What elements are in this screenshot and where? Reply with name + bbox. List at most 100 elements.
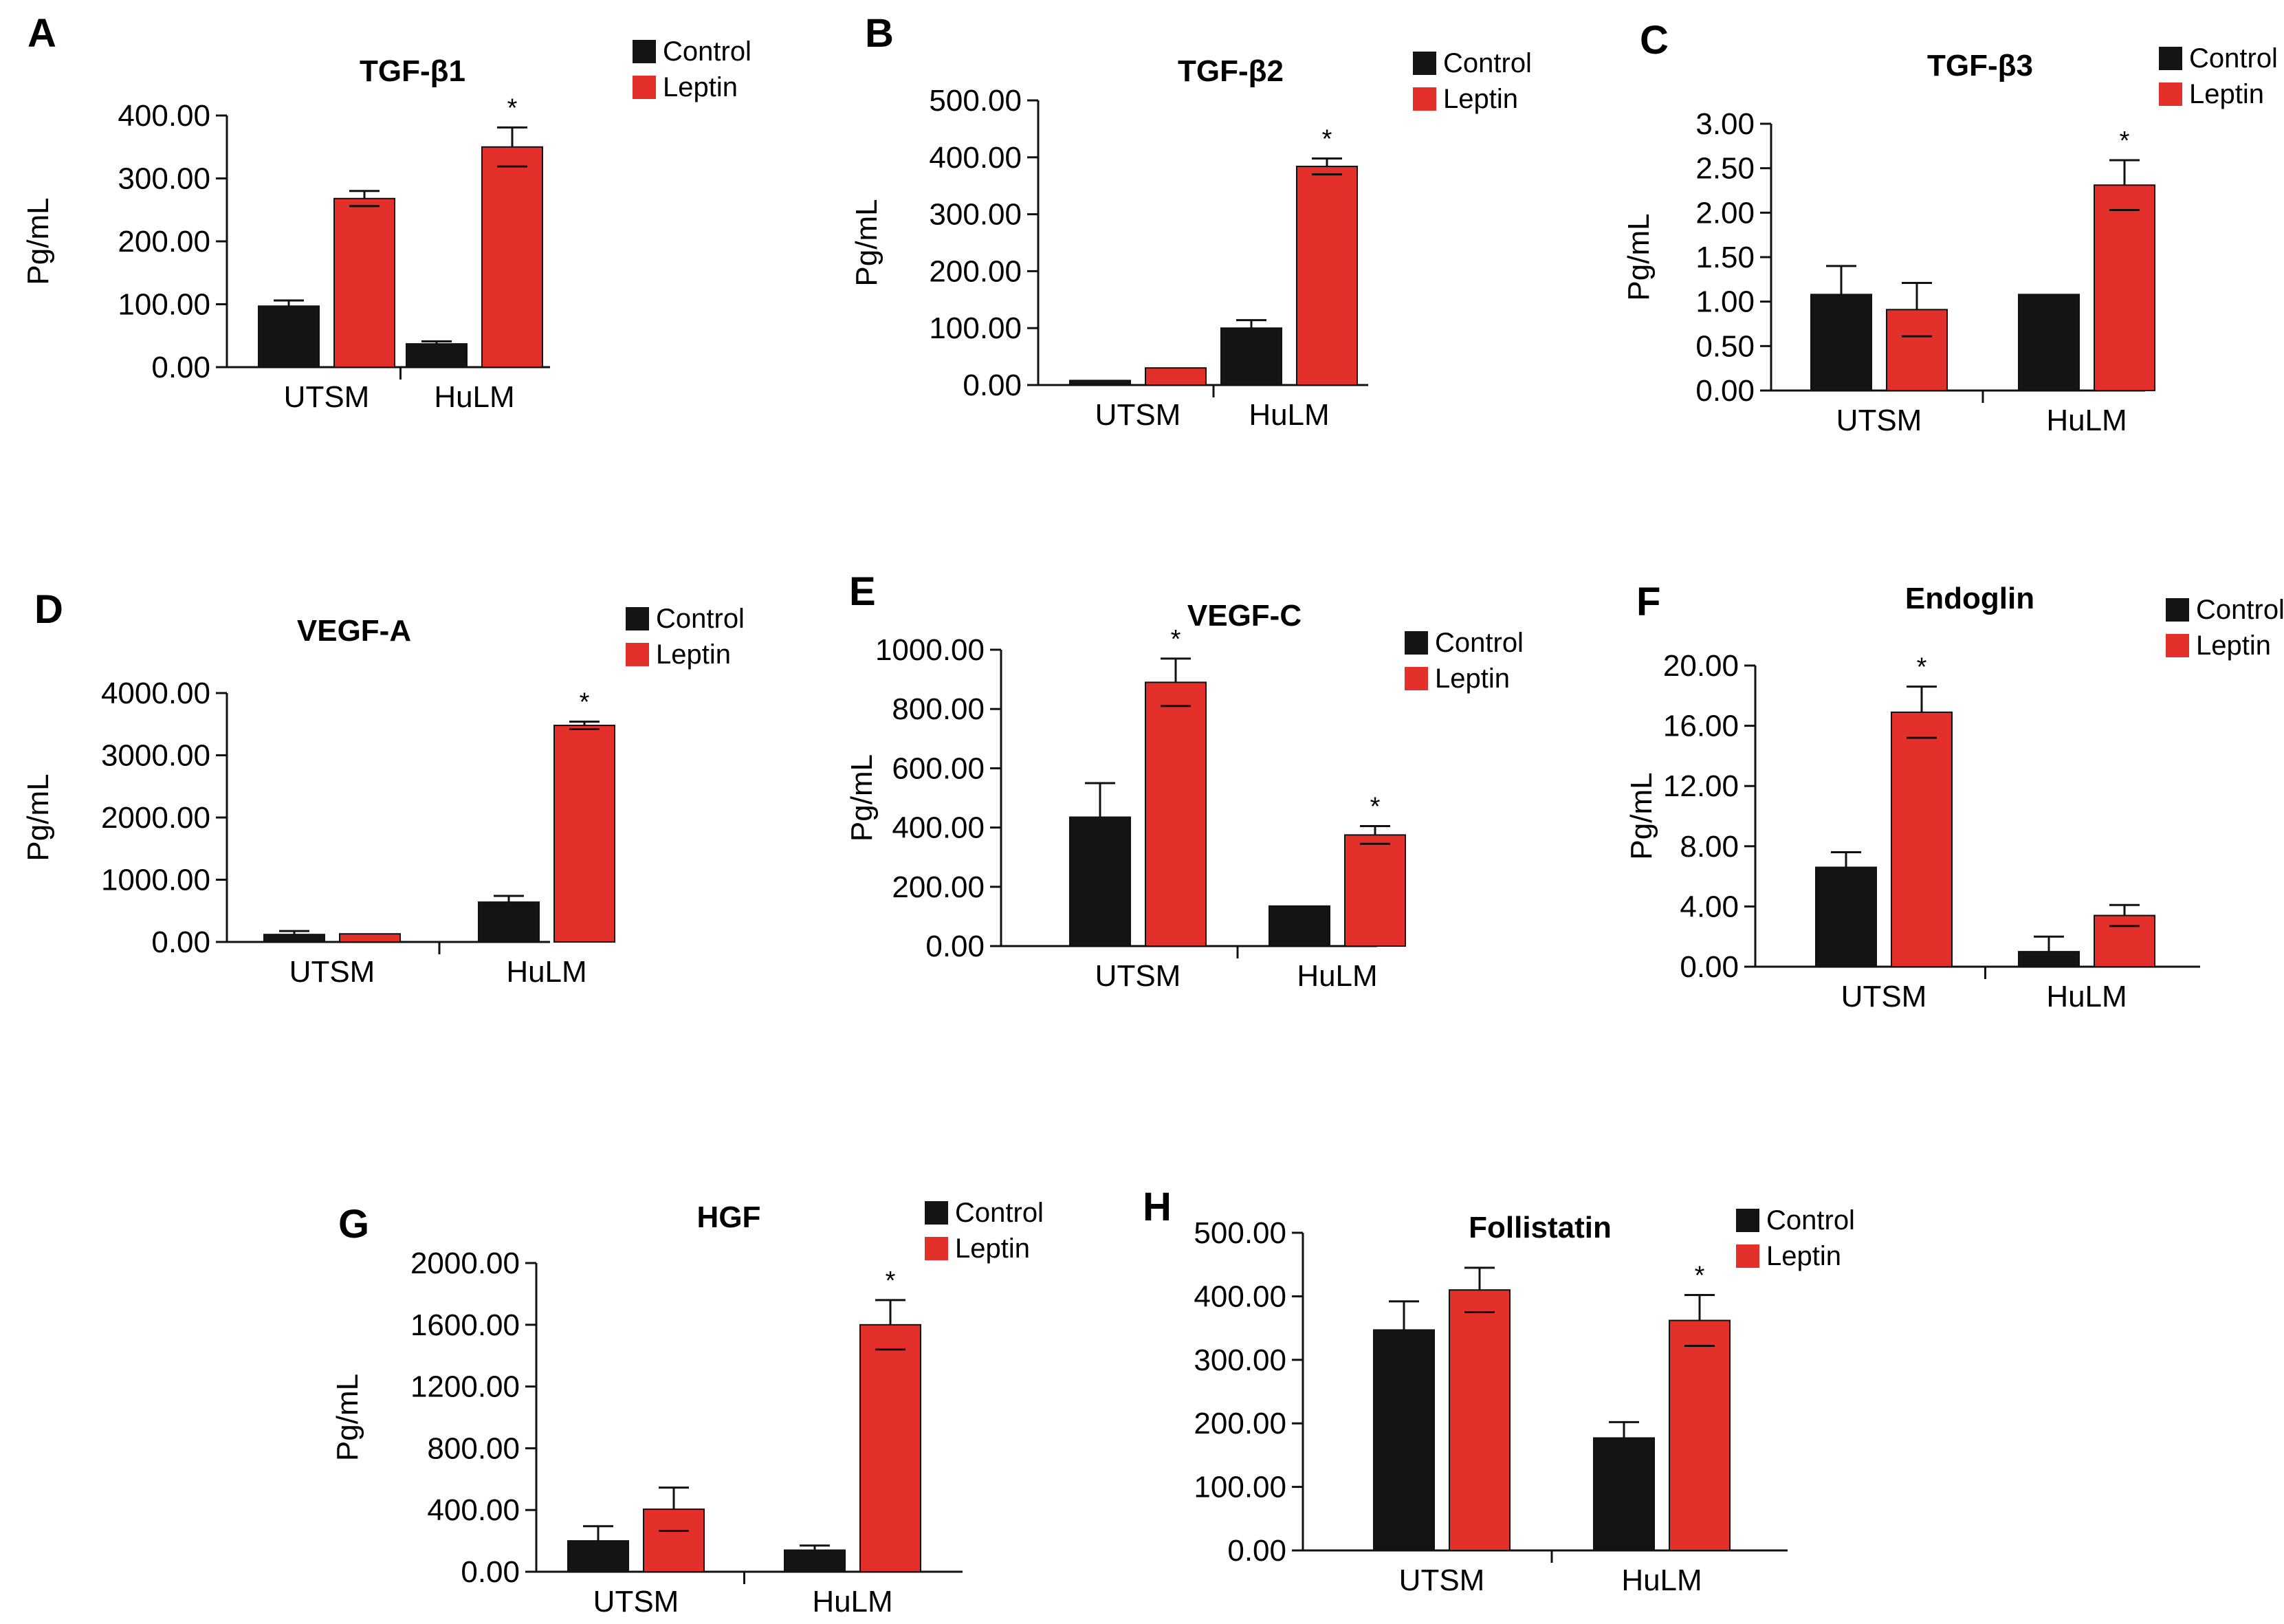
y-tick-label: 400.00 [118,99,210,133]
chart-title: Endoglin [1905,582,2034,615]
y-tick-label: 1.50 [1695,241,1755,274]
y-tick-label: 600.00 [892,751,985,785]
chart-panel-b: B TGF-β2 0.00 100.00 200.00 300.00 400.00 500.0… [850,11,1532,432]
category-label: UTSM [1841,980,1927,1013]
y-tick-label: 0.00 [1227,1534,1286,1568]
control-bar [2018,294,2080,391]
y-tick-label: 1600.00 [410,1308,520,1342]
legend-swatch [626,607,649,630]
y-tick-label: 800.00 [892,692,985,726]
y-tick-label: 2000.00 [410,1247,520,1280]
leptin-bar [339,933,401,943]
leptin-bar [553,725,615,943]
category-label: UTSM [1399,1563,1485,1597]
y-tick-label: 0.00 [963,369,1022,402]
panel-letter: B [865,11,894,56]
legend-label: Leptin [955,1233,1030,1264]
legend-label: Leptin [663,72,738,102]
y-tick-label: 400.00 [427,1493,520,1527]
chart-panel-g: G HGF 0.00 400.00 800.00 1200.00 1600.00 2000.0… [331,1198,1044,1618]
legend-label: Leptin [1435,663,1510,694]
y-tick-label: 0.00 [151,351,210,384]
legend-label: Control [1443,48,1532,78]
legend-swatch [925,1201,948,1225]
chart-title: HGF [697,1200,761,1234]
y-tick-label: 200.00 [929,254,1022,288]
panel-letter: A [28,11,56,56]
significance-marker: * [1370,792,1381,821]
control-bar [567,1540,629,1573]
significance-marker: * [507,94,518,122]
legend-swatch [1405,631,1428,655]
legend-swatch [2159,47,2182,70]
panel-letter: E [849,569,876,614]
category-label: HuLM [1249,398,1329,432]
legend-swatch [1736,1244,1759,1268]
y-tick-label: 500.00 [1194,1216,1286,1250]
legend-label: Leptin [656,639,731,670]
leptin-bar [643,1508,705,1572]
y-tick-label: 500.00 [929,84,1022,118]
leptin-bar [1669,1319,1731,1551]
y-tick-label: 200.00 [118,225,210,259]
significance-marker: * [886,1266,896,1295]
y-tick-label: 800.00 [427,1431,520,1465]
y-tick-label: 200.00 [1194,1407,1286,1440]
y-tick-label: 200.00 [892,870,985,904]
y-tick-label: 16.00 [1663,710,1739,743]
y-axis-label: Pg/mL [21,197,55,285]
category-label: HuLM [2046,980,2127,1013]
legend-swatch [1413,87,1436,111]
leptin-bar [481,146,543,368]
leptin-bar [1891,711,1953,967]
chart-panel-e: E VEGF-C 0.00 200.00 400.00 600.00 800.00 1000.… [845,569,1524,993]
panel-letter: H [1143,1185,1172,1229]
chart-panel-h: H Follistatin 0.00 100.00 200.00 300.00 400.00… [1143,1185,1855,1597]
y-tick-label: 0.00 [925,930,985,963]
chart-title: Follistatin [1469,1211,1612,1244]
category-label: HuLM [434,380,514,414]
panel-letter: G [338,1202,369,1247]
leptin-bar [1145,681,1207,947]
chart-title: TGF-β1 [360,54,465,88]
y-axis-label: Pg/mL [21,773,55,861]
y-tick-label: 1.00 [1695,285,1755,319]
y-axis-label: Pg/mL [850,199,883,286]
leptin-bar [2094,184,2155,391]
significance-marker: * [2120,127,2130,155]
y-tick-label: 0.50 [1695,329,1755,363]
y-tick-label: 1000.00 [875,633,985,667]
legend-swatch [2166,598,2189,622]
y-tick-label: 4000.00 [101,677,210,710]
legend-label: Leptin [1766,1241,1841,1271]
control-bar [784,1549,846,1573]
y-tick-label: 400.00 [892,811,985,845]
legend-swatch [626,643,649,666]
significance-marker: * [1917,653,1927,682]
chart-title: VEGF-A [297,614,411,648]
y-axis-label: Pg/mL [1625,772,1658,859]
y-tick-label: 300.00 [118,162,210,196]
control-bar [1815,866,1877,967]
leptin-bar [333,197,395,368]
control-bar [2018,951,2080,967]
legend-swatch [1736,1209,1759,1232]
category-label: HuLM [812,1585,892,1618]
y-tick-label: 0.00 [151,925,210,959]
legend-label: Control [656,604,745,634]
y-tick-label: 1000.00 [101,864,210,897]
legend-label: Control [1766,1205,1855,1236]
y-tick-label: 400.00 [929,141,1022,175]
leptin-bar [1344,834,1406,947]
category-label: UTSM [1836,404,1922,437]
legend-swatch [633,40,656,63]
legend-label: Control [663,36,751,67]
chart-panel-c: C TGF-β3 0.00 0.50 1.00 1.50 2.00 2.50 3.00 Pg/mL… [1622,18,2278,437]
y-tick-label: 300.00 [929,198,1022,232]
y-tick-label: 0.00 [1680,950,1739,984]
legend-swatch [2159,83,2182,106]
category-label: HuLM [1621,1563,1702,1597]
control-bar [406,343,468,368]
y-tick-label: 20.00 [1663,649,1739,683]
legend-label: Control [2189,43,2278,74]
